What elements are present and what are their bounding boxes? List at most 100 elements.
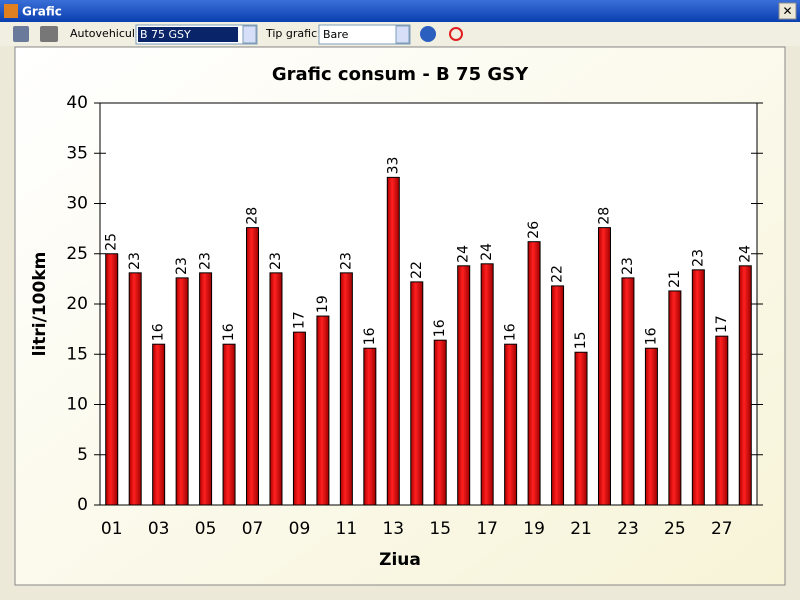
app-icon [4,4,18,18]
chart-type-dropdown[interactable] [395,25,410,44]
x-tick-label: 11 [336,519,358,539]
bar [246,227,260,506]
value-label: 15 [573,331,589,349]
y-tick-label: 0 [77,495,88,515]
value-label: 17 [291,311,307,329]
value-label: 19 [315,295,331,313]
save-button[interactable] [13,26,29,42]
bar [105,253,119,506]
value-label: 16 [362,327,378,345]
bar [668,290,682,506]
value-label: 23 [198,252,214,270]
y-tick-label: 35 [66,143,88,163]
bar [504,343,518,506]
bar [597,227,611,506]
value-label: 25 [104,233,120,251]
x-tick-label: 23 [617,519,639,539]
value-label: 16 [151,323,167,341]
bar [316,315,330,506]
vehicle-label: Autovehicul: [70,27,139,40]
y-tick-label: 40 [66,93,88,113]
bar [363,347,377,506]
title-bar [0,0,800,22]
vehicle-dropdown[interactable] [242,25,257,44]
value-label: 23 [127,252,143,270]
value-label: 16 [221,323,237,341]
x-tick-label: 15 [429,519,451,539]
vehicle-value: B 75 GSY [140,28,191,41]
x-tick-label: 27 [711,519,733,539]
x-axis-label: Ziua [379,550,421,570]
x-tick-label: 19 [523,519,545,539]
bar [386,176,400,506]
y-tick-label: 30 [66,194,88,214]
y-tick-label: 5 [77,445,88,465]
value-label: 17 [714,315,730,333]
bar [128,272,142,506]
bar [269,272,283,506]
y-tick-label: 25 [66,244,88,264]
bar [715,335,729,506]
value-label: 24 [479,243,495,261]
help-button[interactable] [420,26,436,42]
print-button[interactable] [40,26,58,42]
value-label: 28 [596,207,612,225]
value-label: 16 [503,323,519,341]
bar [222,343,236,506]
value-label: 23 [690,249,706,267]
bar [175,277,189,506]
bar [574,351,588,506]
x-tick-label: 17 [476,519,498,539]
value-label: 23 [620,257,636,275]
x-tick-label: 05 [195,519,217,539]
chart-type-value: Bare [323,28,349,41]
x-tick-label: 25 [664,519,686,539]
bar [480,263,494,506]
bar [410,281,424,506]
chart-type-combo[interactable] [318,24,411,45]
x-tick-label: 13 [382,519,404,539]
window-title: Grafic [22,5,62,19]
vehicle-selection [138,27,238,42]
x-tick-label: 07 [242,519,264,539]
bar [292,331,306,506]
value-label: 33 [385,157,401,175]
bar [738,265,752,506]
value-label: 16 [643,327,659,345]
value-label: 23 [268,252,284,270]
y-tick-label: 20 [66,294,88,314]
value-label: 24 [456,245,472,263]
bar [527,241,541,506]
exit-button[interactable] [449,27,463,41]
close-button[interactable] [778,2,797,20]
value-label: 21 [667,270,683,288]
y-tick-label: 15 [66,344,88,364]
value-label: 22 [409,261,425,279]
value-label: 23 [174,257,190,275]
bar [621,277,635,506]
bar [152,343,166,506]
bar [457,265,471,506]
value-label: 22 [550,265,566,283]
y-axis-label: litri/100km [30,252,50,357]
y-tick-label: 10 [66,395,88,415]
bar [691,269,705,506]
bar [644,347,658,506]
bar [433,339,447,506]
value-label: 24 [737,245,753,263]
x-tick-label: 03 [148,519,170,539]
close-icon: ✕ [782,4,792,18]
x-tick-label: 09 [289,519,311,539]
value-label: 23 [338,252,354,270]
value-label: 28 [245,207,261,225]
bar [199,272,213,506]
x-tick-label: 01 [101,519,123,539]
value-label: 26 [526,221,542,239]
chart-type-label: Tip grafic: [265,27,321,40]
value-label: 16 [432,319,448,337]
x-tick-label: 21 [570,519,592,539]
bar [551,285,565,506]
chart-title: Grafic consum - B 75 GSY [272,64,529,85]
plot-area [99,102,758,506]
